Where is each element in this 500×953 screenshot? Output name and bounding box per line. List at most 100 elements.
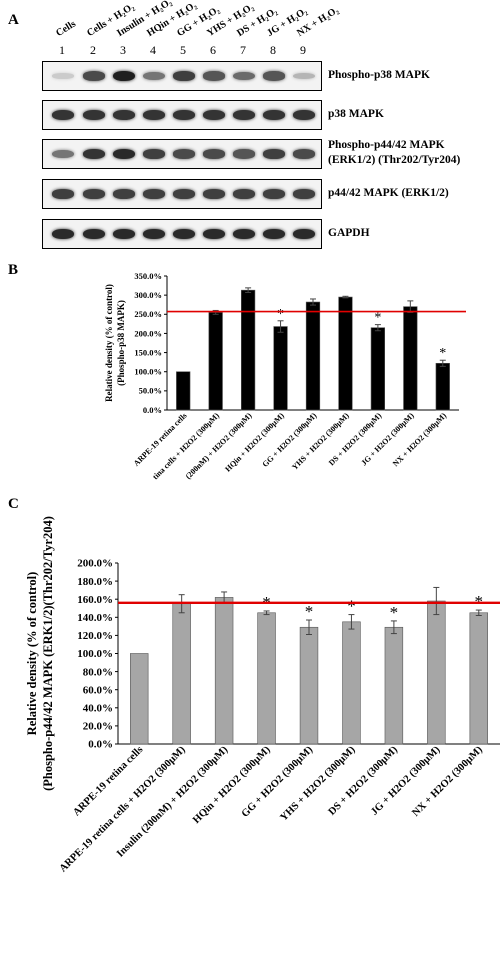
bar [130, 653, 149, 745]
blot-band [263, 189, 285, 199]
category-label: (200nM) + H2O2 (300μM) [184, 411, 254, 480]
blot-band [83, 189, 105, 199]
blot-band [293, 109, 315, 121]
bar [208, 312, 223, 411]
category-label: HQin + H2O2 (300μM) [191, 744, 273, 826]
blot-label: p38 MAPK [328, 108, 384, 120]
blot-band [52, 109, 74, 121]
lane-number: 3 [120, 43, 126, 57]
significance-star: * [305, 602, 314, 621]
blot-band [233, 71, 255, 81]
y-tick-label: 150.0% [134, 347, 162, 357]
y-tick-label: 0.0% [143, 405, 162, 415]
blot-band [173, 228, 195, 240]
significance-star: * [347, 597, 356, 616]
blot-band [263, 109, 285, 121]
significance-star: * [439, 346, 446, 361]
bar [403, 306, 418, 411]
blot-band [143, 71, 165, 81]
bar [384, 626, 404, 745]
y-tick-label: 0.0% [88, 739, 113, 751]
category-label: NX + H2O2 (300μM) [391, 411, 448, 468]
lane-number: 8 [270, 43, 276, 57]
y-tick-label: 140.0% [77, 612, 113, 624]
blot-band [233, 109, 255, 121]
y-axis-subtitle: (Phospho-p44/42 MAPK (ERK1/2)(Thr202/Tyr… [41, 516, 55, 791]
panel-a-letter: A [8, 12, 19, 28]
blot-band [113, 70, 135, 82]
y-tick-label: 40.0% [83, 702, 113, 714]
blot-strip [42, 179, 322, 209]
blot-band [83, 228, 105, 240]
lane-number: 9 [300, 43, 306, 57]
category-label: HQin + H2O2 (300μM) [223, 411, 286, 474]
bar [427, 600, 446, 745]
blot-band [263, 71, 285, 81]
blot-band [173, 71, 195, 81]
category-label: GG + H2O2 (300μM) [240, 744, 316, 820]
bar [172, 603, 191, 745]
blot-label: p44/42 MAPK (ERK1/2) [328, 187, 449, 199]
lane-number: 4 [150, 43, 156, 57]
y-tick-label: 200.0% [134, 328, 162, 338]
y-tick-label: 100.0% [134, 367, 162, 377]
category-label: ARPE-19 retina cells [132, 411, 189, 468]
blot-band [83, 71, 105, 81]
y-tick-label: 60.0% [83, 684, 113, 696]
blot-band [83, 109, 105, 121]
blot-band [233, 189, 255, 199]
y-tick-label: 200.0% [77, 558, 113, 570]
category-label: ARPE-19 retina cells [71, 744, 145, 818]
y-tick-label: 80.0% [83, 666, 113, 678]
blot-band [173, 149, 195, 159]
y-tick-label: 160.0% [77, 594, 113, 606]
category-label: YHS + H2O2 (300μM) [290, 411, 351, 472]
panel-b-letter: B [8, 262, 19, 278]
category-label: NX + H2O2 (300μM) [410, 744, 485, 819]
bar [305, 301, 321, 411]
blot-band [113, 189, 135, 199]
bar [469, 612, 488, 745]
y-tick-label: 350.0% [134, 271, 162, 281]
bar [342, 621, 361, 745]
bar [338, 296, 353, 411]
blot-label: Phospho-p44/42 MAPK [328, 139, 445, 151]
blot-strip [42, 219, 322, 249]
blot-band [173, 189, 195, 199]
bar [299, 626, 319, 745]
bar [240, 289, 256, 411]
y-tick-label: 20.0% [83, 721, 113, 733]
blot-band [52, 189, 74, 199]
category-label: YHS + H2O2 (300μM) [278, 744, 357, 823]
blot-band [143, 149, 165, 159]
blot-band [113, 109, 135, 121]
blot-strip [42, 100, 322, 130]
blot-band [293, 189, 315, 199]
blot-band [52, 73, 74, 79]
y-tick-label: 180.0% [77, 576, 113, 588]
y-tick-label: 100.0% [77, 648, 113, 660]
bar [214, 597, 234, 745]
blot-band [233, 149, 255, 159]
significance-star: * [277, 307, 284, 322]
blot-band [143, 189, 165, 199]
lane-number: 5 [180, 43, 186, 57]
blot-band [113, 228, 135, 240]
blot-band [263, 149, 285, 159]
y-axis-title: Relative density (% of control) [104, 284, 114, 402]
category-label: GG + H2O2 (300μM) [261, 411, 319, 469]
lane-number: 7 [240, 43, 246, 57]
y-axis-subtitle: (Phospho-p38 MAPK) [116, 300, 126, 386]
blot-band [293, 149, 315, 159]
lane-number: 6 [210, 43, 216, 57]
blot-band [203, 109, 225, 121]
y-tick-label: 250.0% [134, 309, 162, 319]
blot-band [203, 71, 225, 81]
significance-star: * [374, 311, 381, 326]
blot-band [52, 228, 74, 240]
blot-band [143, 228, 165, 240]
chart-phospho-erk: 0.0% 20.0% 40.0% 60.0% 80.0% 100.0% 120.0% 140.… [25, 516, 500, 874]
blot-band [83, 148, 105, 160]
significance-star: * [390, 603, 399, 622]
blot-label-sub: (ERK1/2) (Thr202/Tyr204) [328, 154, 461, 166]
